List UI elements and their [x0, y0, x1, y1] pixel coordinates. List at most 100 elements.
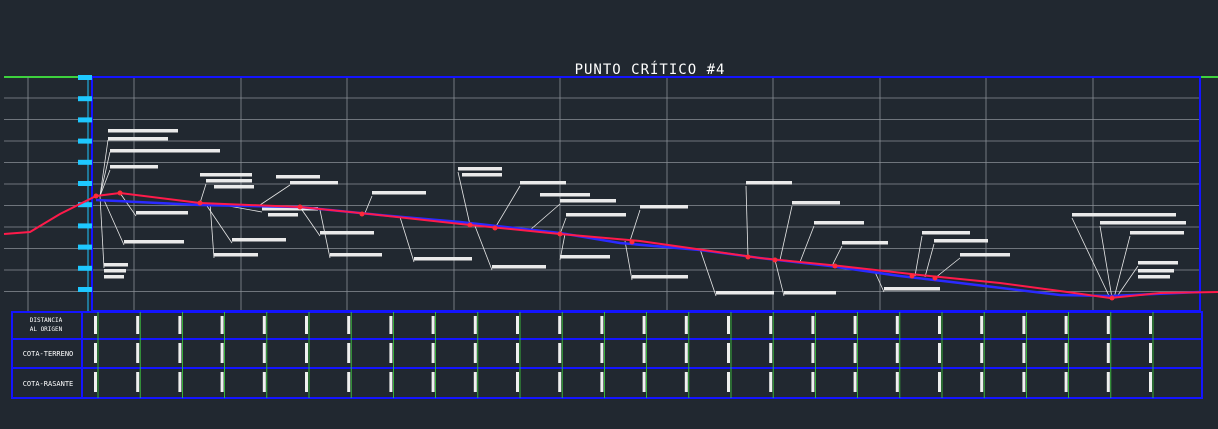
- annotation-label: [1138, 269, 1174, 273]
- leader-line: [99, 139, 109, 197]
- annotation-label: [1072, 213, 1176, 217]
- table-cell-value: [1149, 372, 1152, 392]
- leader-line: [1113, 235, 1131, 299]
- annotation-label: [110, 165, 158, 169]
- annotation-label: [104, 263, 128, 267]
- station-marker: [117, 190, 123, 196]
- table-cell-value: [94, 316, 97, 334]
- table-cell-value: [473, 316, 477, 334]
- leader-line: [924, 243, 935, 278]
- axis-tick: [78, 265, 92, 271]
- table-cell-value: [347, 316, 351, 334]
- table-cell-value: [938, 372, 941, 392]
- leader-line: [99, 169, 111, 197]
- annotation-label: [232, 238, 286, 242]
- axis-tick: [78, 244, 92, 250]
- table-cell-value: [94, 372, 97, 392]
- axis-tick: [78, 223, 92, 229]
- annotation-label: [262, 207, 318, 211]
- table-cell-value: [305, 316, 308, 334]
- table-cell-value: [389, 372, 393, 392]
- annotation-label: [566, 213, 626, 217]
- annotation-label: [784, 291, 836, 295]
- table-cell-value: [136, 343, 140, 363]
- leader-line: [799, 225, 815, 263]
- annotation-label: [746, 181, 792, 185]
- table-cell-value: [811, 372, 815, 392]
- annotation-label: [934, 239, 988, 243]
- station-marker: [492, 225, 498, 231]
- leader-line: [259, 184, 291, 206]
- table-cell-value: [1022, 372, 1026, 392]
- table-cell-value: [980, 316, 984, 334]
- leader-line: [119, 192, 137, 217]
- table-cell-value: [262, 372, 266, 392]
- annotation-label: [268, 213, 298, 217]
- annotation-label: [560, 255, 610, 259]
- table-cell-value: [600, 316, 604, 334]
- table-cell-value: [1022, 343, 1026, 363]
- profile-grid: [4, 77, 1200, 311]
- table-cell-value: [895, 372, 899, 392]
- axis-tick: [78, 75, 92, 80]
- annotation-label: [414, 257, 472, 261]
- table-cell-value: [1106, 372, 1110, 392]
- table-cell-value: [178, 316, 182, 334]
- table-cell-value: [1149, 343, 1152, 363]
- table-cell-value: [473, 343, 477, 363]
- table-cell-value: [853, 316, 857, 334]
- row-label-distance: DISTANCIA: [30, 317, 63, 324]
- table-cell-value: [262, 316, 266, 334]
- leader-line: [1115, 265, 1139, 299]
- table-cell-value: [684, 343, 688, 363]
- table-cell-value: [853, 343, 857, 363]
- annotation-label: [330, 253, 382, 257]
- table-cell-value: [938, 316, 941, 334]
- annotation-label: [110, 149, 220, 153]
- leader-line: [831, 245, 843, 267]
- annotation-label: [842, 241, 888, 245]
- leader-line: [624, 240, 633, 281]
- table-cell-value: [1064, 316, 1068, 334]
- axis-tick: [78, 159, 92, 165]
- annotation-label: [136, 211, 188, 215]
- table-cell-value: [305, 343, 308, 363]
- leader-line: [874, 271, 885, 293]
- annotation-label: [560, 199, 616, 203]
- axis-tick: [78, 138, 92, 144]
- annotation-label: [632, 275, 688, 279]
- leader-line: [779, 205, 793, 261]
- table-cell-value: [853, 372, 857, 392]
- station-marker: [832, 263, 838, 269]
- axis-tick: [78, 117, 92, 123]
- table-cell-value: [642, 372, 646, 392]
- annotation-label: [922, 231, 970, 235]
- annotation-label: [290, 181, 338, 185]
- station-marker: [629, 239, 635, 245]
- annotation-label: [276, 175, 320, 179]
- annotation-label: [1138, 261, 1178, 265]
- table-cell-value: [431, 316, 435, 334]
- table-cell-value: [558, 372, 562, 392]
- table-cell-value: [980, 343, 984, 363]
- table-cell-value: [811, 343, 815, 363]
- table-cell-value: [769, 343, 773, 363]
- station-marker: [909, 273, 915, 279]
- annotation-label: [124, 240, 184, 244]
- leader-line: [914, 235, 923, 277]
- table-cell-value: [220, 316, 224, 334]
- table-cell-value: [516, 316, 519, 334]
- table-cell-value: [1022, 316, 1026, 334]
- leader-line: [774, 259, 785, 297]
- station-marker: [745, 254, 751, 260]
- table-cell-value: [980, 372, 984, 392]
- table-cell-value: [178, 343, 182, 363]
- table-cell-value: [220, 372, 224, 392]
- data-table: DISTANCIA AL ORIGEN COTA-TERRENO COTA-RA…: [11, 311, 1203, 399]
- leader-line: [199, 183, 207, 204]
- annotation-label: [108, 129, 178, 133]
- vertical-axis: [78, 75, 92, 312]
- table-cell-value: [1106, 316, 1110, 334]
- annotation-label: [1100, 221, 1186, 225]
